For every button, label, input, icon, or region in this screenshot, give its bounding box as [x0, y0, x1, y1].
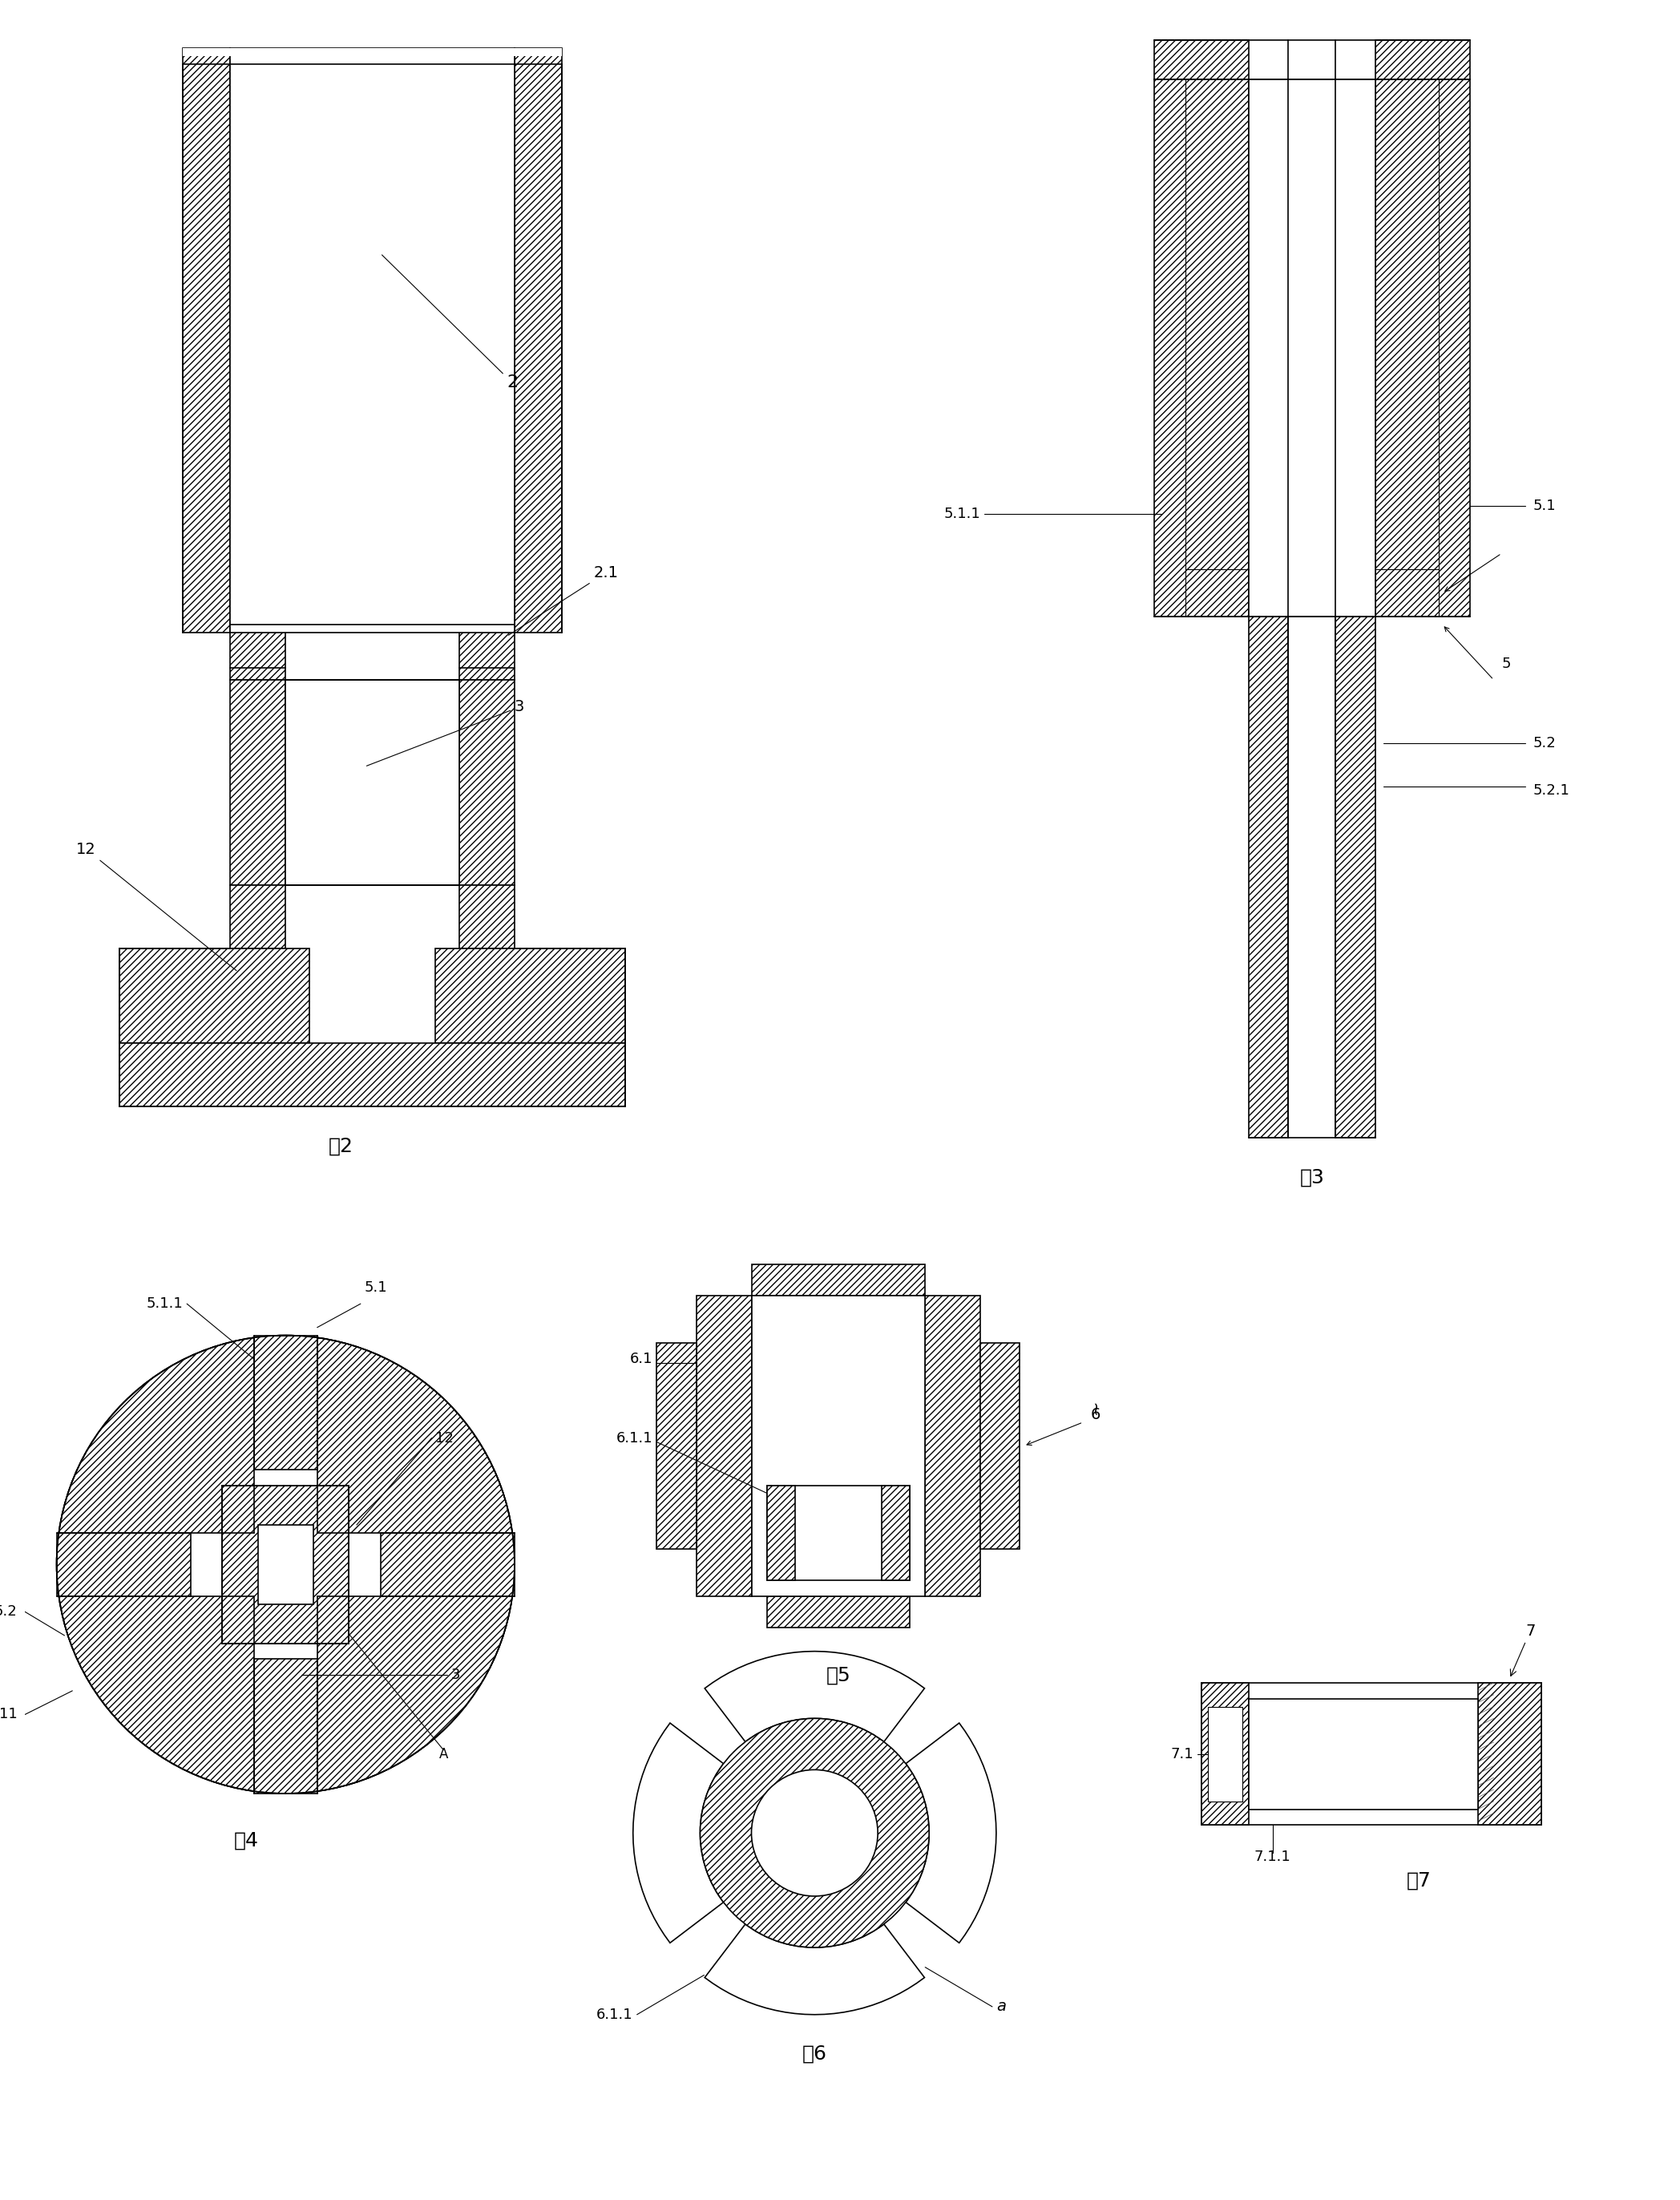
Text: 6: 6: [1090, 1406, 1100, 1421]
Text: 5.2: 5.2: [1534, 735, 1556, 750]
Bar: [1376, 79, 1470, 616]
Text: 11: 11: [0, 1707, 17, 1723]
Text: a: a: [996, 2000, 1006, 2015]
Bar: [254, 1335, 318, 1793]
Polygon shape: [906, 1723, 996, 1943]
Text: 图6: 图6: [801, 2044, 827, 2064]
Bar: [1248, 79, 1376, 616]
Bar: [259, 1525, 312, 1604]
Bar: [459, 680, 514, 884]
Text: 5.1: 5.1: [1534, 499, 1556, 513]
Bar: [1201, 1683, 1248, 1826]
Text: 7.1: 7.1: [1171, 1747, 1193, 1762]
Text: 5.2: 5.2: [0, 1604, 17, 1619]
Bar: [435, 948, 625, 1043]
Text: 图5: 图5: [827, 1665, 850, 1685]
Text: 5: 5: [1502, 658, 1510, 671]
Bar: [57, 1533, 514, 1595]
Text: 图7: 图7: [1406, 1870, 1431, 1890]
Bar: [926, 1296, 981, 1595]
Circle shape: [57, 1335, 514, 1793]
Bar: [230, 884, 286, 948]
Text: 图3: 图3: [1300, 1168, 1324, 1188]
Text: 6.1.1: 6.1.1: [617, 1430, 654, 1445]
Text: 5.1.1: 5.1.1: [944, 506, 981, 521]
Bar: [514, 48, 561, 631]
Bar: [230, 625, 286, 680]
Polygon shape: [633, 1723, 724, 1943]
Text: ~: ~: [1087, 1399, 1104, 1415]
Text: 图2: 图2: [328, 1135, 353, 1155]
Text: 3: 3: [452, 1668, 460, 1683]
Bar: [882, 1485, 909, 1580]
Bar: [254, 1659, 318, 1793]
Bar: [1208, 1707, 1243, 1802]
Bar: [183, 48, 561, 55]
Bar: [1248, 616, 1289, 1137]
Text: 图4: 图4: [234, 1830, 259, 1850]
Bar: [1154, 40, 1248, 79]
Bar: [1154, 79, 1248, 616]
Text: 5.1: 5.1: [365, 1280, 388, 1296]
Bar: [657, 1344, 696, 1549]
Bar: [286, 680, 459, 884]
Bar: [981, 1344, 1020, 1549]
Text: 5.2.1: 5.2.1: [1534, 783, 1569, 799]
Text: 12: 12: [76, 843, 237, 970]
Bar: [1478, 1683, 1541, 1826]
Bar: [1201, 1683, 1541, 1826]
Text: A: A: [438, 1747, 449, 1762]
Bar: [222, 1485, 349, 1643]
Bar: [254, 1335, 318, 1470]
Bar: [1376, 40, 1470, 79]
Bar: [183, 48, 230, 631]
Bar: [751, 1265, 926, 1296]
Text: 6.1: 6.1: [630, 1351, 654, 1366]
Text: 6.1.1: 6.1.1: [596, 2006, 633, 2022]
Polygon shape: [704, 1652, 924, 1742]
Bar: [768, 1595, 909, 1628]
Polygon shape: [704, 1925, 924, 2015]
Bar: [768, 1485, 795, 1580]
Bar: [751, 1296, 926, 1595]
Bar: [1336, 616, 1376, 1137]
Text: 7: 7: [1510, 1624, 1536, 1676]
Bar: [696, 1296, 751, 1595]
Text: 3: 3: [366, 700, 524, 766]
Bar: [230, 48, 514, 631]
Bar: [57, 1533, 192, 1595]
Bar: [119, 948, 309, 1043]
Bar: [768, 1485, 909, 1580]
Bar: [380, 1533, 514, 1595]
Text: 5.1.1: 5.1.1: [146, 1296, 183, 1311]
Bar: [1248, 1698, 1478, 1808]
Text: 2.1: 2.1: [509, 565, 618, 636]
Bar: [230, 680, 286, 884]
Bar: [459, 884, 514, 948]
Bar: [119, 1043, 625, 1107]
Circle shape: [701, 1718, 929, 1947]
Text: 7.1.1: 7.1.1: [1255, 1850, 1290, 1863]
Bar: [459, 625, 514, 680]
Circle shape: [751, 1769, 877, 1896]
Text: 12: 12: [435, 1430, 454, 1445]
Text: 2: 2: [381, 255, 517, 392]
